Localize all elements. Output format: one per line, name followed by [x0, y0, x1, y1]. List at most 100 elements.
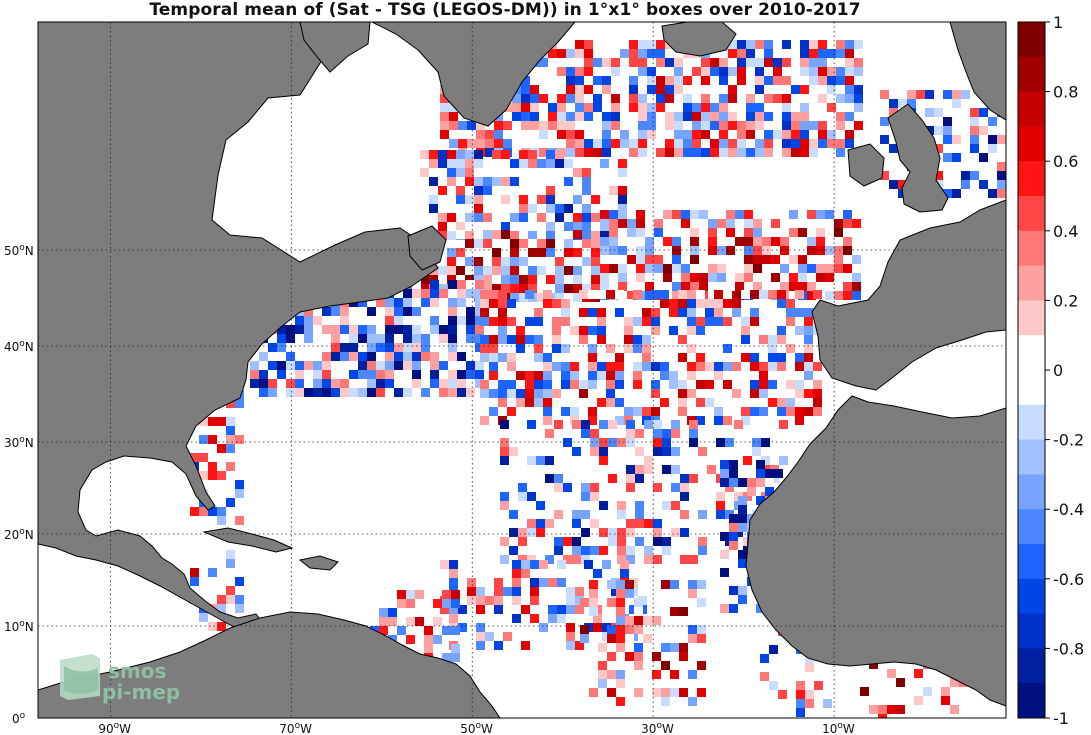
data-cell	[367, 307, 376, 316]
colorbar-tick-label: 0.8	[1053, 83, 1078, 102]
data-cell	[732, 371, 741, 380]
data-cell	[474, 266, 483, 275]
data-cell	[636, 264, 645, 273]
data-cell	[624, 326, 633, 335]
data-cell	[561, 299, 570, 308]
data-cell	[367, 379, 376, 388]
data-cell	[756, 469, 765, 478]
data-cell	[367, 388, 376, 397]
data-cell	[769, 636, 778, 645]
data-cell	[566, 605, 575, 614]
data-cell	[609, 210, 618, 219]
data-cell	[635, 492, 644, 501]
data-cell	[226, 435, 235, 444]
data-cell	[268, 388, 277, 397]
data-cell	[746, 148, 755, 157]
data-cell	[791, 94, 800, 103]
data-cell	[313, 361, 322, 370]
y-tick-label: 10oN	[4, 619, 34, 634]
data-cell	[616, 643, 625, 652]
data-cell	[617, 546, 626, 555]
data-cell	[804, 371, 813, 380]
data-cell	[708, 210, 717, 219]
data-cell	[845, 85, 854, 94]
data-cell	[773, 58, 782, 67]
data-cell	[836, 139, 845, 148]
data-cell	[597, 317, 606, 326]
data-cell	[662, 465, 671, 474]
data-cell	[489, 290, 498, 299]
data-cell	[732, 299, 741, 308]
data-cell	[440, 560, 449, 569]
data-cell	[539, 121, 548, 130]
colorbar-swatch	[1018, 56, 1045, 93]
data-cell	[528, 284, 537, 293]
data-cell	[680, 474, 689, 483]
data-cell	[708, 273, 717, 282]
data-cell	[259, 388, 268, 397]
data-cell	[575, 49, 584, 58]
data-cell	[438, 284, 447, 293]
data-cell	[825, 237, 834, 246]
data-cell	[665, 148, 674, 157]
logo-line-2: pi-mep	[102, 680, 180, 704]
colorbar-swatch	[1018, 370, 1045, 406]
data-cell	[756, 496, 765, 505]
data-cell	[671, 429, 680, 438]
data-cell	[809, 76, 818, 85]
data-cell	[521, 569, 530, 578]
data-cell	[530, 130, 539, 139]
data-cell	[580, 625, 589, 634]
data-cell	[616, 598, 625, 607]
data-cell	[645, 246, 654, 255]
data-cell	[555, 204, 564, 213]
colorbar-swatch	[1018, 578, 1045, 615]
data-cell	[322, 352, 331, 361]
data-cell	[809, 40, 818, 49]
data-cell	[618, 204, 627, 213]
data-cell	[331, 370, 340, 379]
data-cell	[438, 159, 447, 168]
data-cell	[579, 362, 588, 371]
data-cell	[579, 290, 588, 299]
data-cell	[916, 90, 925, 99]
data-cell	[725, 438, 734, 447]
data-cell	[943, 135, 952, 144]
land-scandinavia	[949, 22, 1006, 121]
data-cell	[789, 246, 798, 255]
data-cell	[589, 580, 598, 589]
data-cell	[606, 308, 615, 317]
data-cell	[474, 204, 483, 213]
data-cell	[376, 388, 385, 397]
data-cell	[635, 537, 644, 546]
data-cell	[485, 632, 494, 641]
data-cell	[638, 103, 647, 112]
data-cell	[845, 139, 854, 148]
data-cell	[412, 298, 421, 307]
data-cell	[555, 257, 564, 266]
data-cell	[626, 438, 635, 447]
data-cell	[880, 117, 889, 126]
data-cell	[725, 546, 734, 555]
data-cell	[598, 661, 607, 670]
data-cell	[494, 130, 503, 139]
chart-title: Temporal mean of (Sat - TSG (LEGOS-DM)) …	[149, 0, 861, 20]
data-cell	[779, 456, 788, 465]
data-cell	[545, 429, 554, 438]
data-cell	[625, 652, 634, 661]
data-cell	[489, 344, 498, 353]
colorbar-tick-label: -0.8	[1053, 639, 1084, 658]
data-cell	[616, 616, 625, 625]
data-cell	[768, 398, 777, 407]
data-cell	[755, 76, 764, 85]
data-cell	[449, 139, 458, 148]
data-cell	[521, 614, 530, 623]
data-cell	[593, 67, 602, 76]
data-cell	[671, 528, 680, 537]
land-greenland	[371, 22, 576, 127]
data-cell	[644, 555, 653, 564]
data-cell	[424, 608, 433, 617]
data-cell	[816, 255, 825, 264]
data-cell	[543, 416, 552, 425]
data-cell	[475, 316, 484, 325]
